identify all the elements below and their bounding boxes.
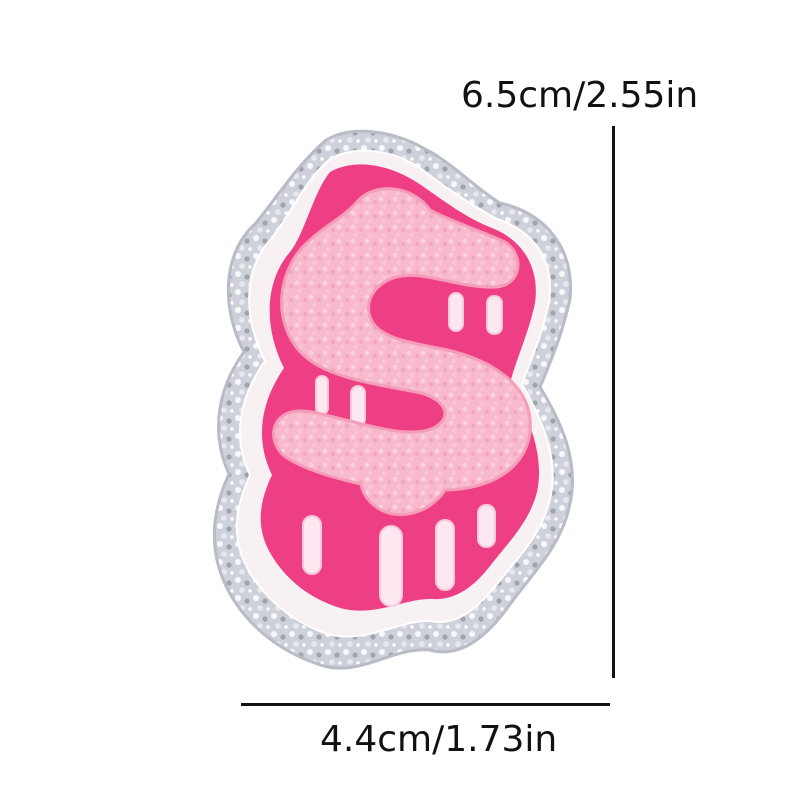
width-dimension-line [241,703,610,706]
chenille-dollar-sign [272,187,532,517]
width-dimension-label: 4.4cm/1.73in [320,719,558,760]
height-dimension-label: 6.5cm/2.55in [461,75,699,116]
height-dimension-line [612,126,615,678]
drip-details [302,292,503,607]
